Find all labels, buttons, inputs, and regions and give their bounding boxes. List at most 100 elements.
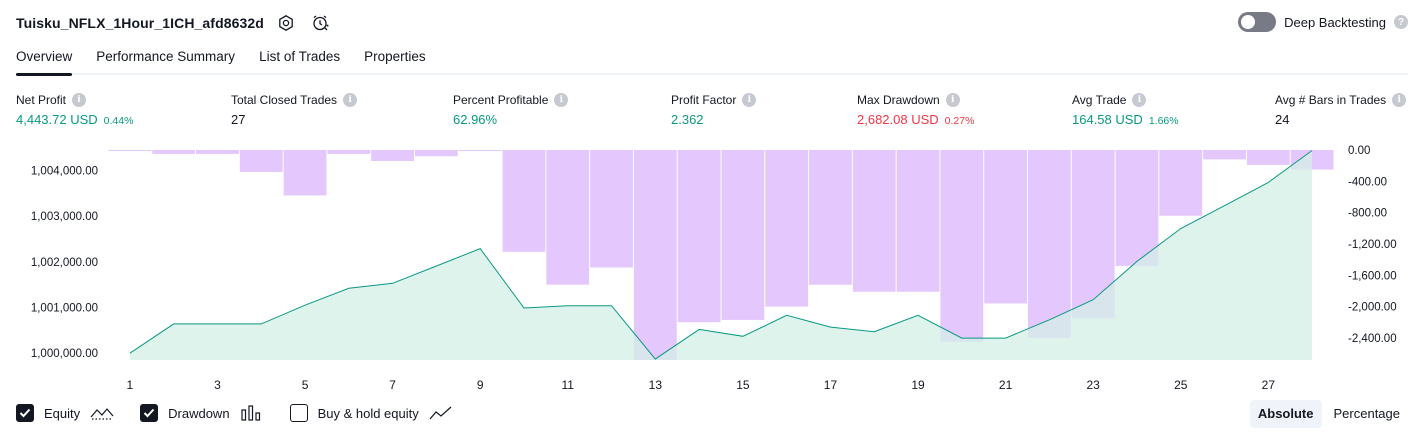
chart-legend: Equity Drawdown Buy & hold equity [16, 404, 479, 422]
equity-axis-tick-label: 1,001,000.00 [31, 303, 98, 315]
metric-percent: 1.66% [1148, 115, 1179, 127]
x-axis-tick-label: 11 [562, 378, 575, 392]
metric-profit-factor: Profit Factor i 2.362 [671, 93, 757, 127]
tabs-divider [16, 73, 1408, 75]
metric-value: 2,682.08 USD [857, 112, 939, 127]
info-icon[interactable]: i [1132, 93, 1147, 107]
absolute-button[interactable]: Absolute [1249, 400, 1322, 428]
toggle-knob [1241, 15, 1256, 29]
drawdown-bar [327, 150, 371, 154]
x-axis-tick-label: 7 [389, 378, 396, 392]
drawdown-bar [852, 150, 896, 292]
drawdown-bar [984, 150, 1027, 304]
metric-label: Percent Profitable [453, 93, 549, 107]
x-axis-tick-label: 13 [649, 378, 663, 392]
metric-net-profit: Net Profit i 4,443.72 USD 0.44% [16, 93, 133, 127]
drawdown-bar [721, 150, 765, 320]
x-axis-tick-label: 23 [1086, 378, 1100, 392]
help-icon[interactable]: ? [1394, 15, 1408, 29]
info-icon[interactable]: i [554, 93, 569, 107]
x-axis-tick-label: 15 [736, 378, 750, 392]
metric-label: Net Profit [16, 93, 67, 107]
percentage-button[interactable]: Percentage [1333, 406, 1401, 421]
drawdown-axis-tick-label: -800.00 [1348, 208, 1387, 220]
info-icon[interactable]: i [343, 93, 358, 107]
deep-backtesting: Deep Backtesting ? [1238, 12, 1408, 32]
metric-percent-profitable: Percent Profitable i 62.96% [453, 93, 569, 127]
equity-checkbox[interactable] [16, 404, 34, 422]
drawdown-bar [152, 150, 196, 154]
tab-list-of-trades[interactable]: List of Trades [259, 49, 341, 64]
metric-label: Profit Factor [671, 93, 737, 107]
metric-total-closed-trades: Total Closed Trades i 27 [231, 93, 358, 127]
metric-label: Avg Trade [1072, 93, 1127, 107]
drawdown-bar [1159, 150, 1203, 216]
metric-value: 62.96% [453, 112, 498, 127]
drawdown-bar [108, 150, 152, 151]
drawdown-bar [940, 150, 984, 342]
drawdown-bar [1115, 150, 1159, 266]
area-line-icon [90, 405, 114, 421]
drawdown-axis-tick-label: -1,600.00 [1348, 270, 1397, 282]
drawdown-axis-tick-label: -2,000.00 [1348, 302, 1397, 314]
drawdown-axis-tick-label: -400.00 [1348, 176, 1387, 188]
drawdown-bar [415, 150, 458, 157]
buy-hold-checkbox[interactable] [289, 404, 308, 422]
info-icon[interactable]: i [72, 93, 87, 107]
equity-axis-tick-label: 1,004,000.00 [31, 166, 98, 178]
deep-backtesting-label: Deep Backtesting [1284, 14, 1386, 30]
metric-avg-bars-in-trades: Avg # Bars in Trades i 24 [1275, 93, 1407, 127]
metric-avg-trade: Avg Trade i 164.58 USD 1.66% [1072, 93, 1179, 127]
equity-axis-tick-label: 1,002,000.00 [31, 257, 98, 269]
legend-buy-hold[interactable]: Buy & hold equity [289, 404, 453, 422]
legend-equity-label: Equity [44, 405, 81, 421]
tab-properties[interactable]: Properties [364, 49, 426, 64]
tab-overview[interactable]: Overview [16, 46, 73, 76]
drawdown-bar [590, 150, 633, 268]
deep-backtesting-toggle[interactable] [1238, 12, 1277, 32]
drawdown-axis-tick-label: -1,200.00 [1348, 239, 1397, 251]
x-axis-tick-label: 3 [214, 378, 221, 392]
drawdown-bar [283, 150, 327, 196]
drawdown-bar [196, 150, 239, 154]
info-icon[interactable]: i [742, 93, 757, 107]
x-axis-tick-label: 27 [1262, 378, 1276, 392]
drawdown-bar [1203, 150, 1246, 160]
equity-axis-tick-label: 1,003,000.00 [31, 211, 98, 223]
x-axis-tick-label: 19 [911, 378, 925, 392]
info-icon[interactable]: i [945, 93, 960, 107]
legend-drawdown[interactable]: Drawdown [140, 404, 263, 422]
x-axis-tick-label: 1 [127, 378, 134, 392]
tab-performance-summary[interactable]: Performance Summary [96, 49, 236, 64]
drawdown-bar [458, 150, 502, 151]
metric-value: 27 [231, 112, 246, 127]
drawdown-bar [677, 150, 721, 323]
metric-value: 24 [1275, 112, 1290, 127]
strategy-header: Tuisku_NFLX_1Hour_1ICH_afd8632d [16, 10, 332, 36]
drawdown-axis-tick-label: -2,400.00 [1348, 333, 1397, 345]
x-axis-tick-label: 17 [824, 378, 838, 392]
tab-bar: Overview Performance Summary List of Tra… [16, 46, 1408, 76]
metric-value: 164.58 USD [1072, 112, 1143, 127]
alert-icon[interactable] [308, 11, 332, 35]
x-axis-tick-label: 21 [999, 378, 1013, 392]
legend-equity[interactable]: Equity [16, 404, 114, 422]
drawdown-bar [546, 150, 590, 285]
drawdown-axis-tick-label: 0.00 [1348, 145, 1370, 157]
x-axis-tick-label: 5 [302, 378, 309, 392]
drawdown-bar [1028, 150, 1071, 338]
drawdown-bar [502, 150, 546, 252]
metric-percent: 0.27% [944, 115, 975, 127]
x-axis-tick-label: 25 [1174, 378, 1188, 392]
drawdown-bar [809, 150, 852, 285]
metric-label: Max Drawdown [857, 93, 940, 107]
legend-drawdown-label: Drawdown [168, 405, 230, 421]
drawdown-bar [239, 150, 283, 172]
legend-buy-hold-label: Buy & hold equity [317, 405, 419, 421]
equity-drawdown-chart[interactable]: 1,000,000.00 1,001,000.00 1,002,000.00 1,00… [0, 140, 1424, 392]
drawdown-checkbox[interactable] [140, 404, 159, 422]
settings-icon[interactable] [274, 11, 298, 35]
info-icon[interactable]: i [1392, 93, 1407, 107]
metric-value: 4,443.72 USD [16, 112, 98, 127]
drawdown-bar [1246, 150, 1290, 165]
